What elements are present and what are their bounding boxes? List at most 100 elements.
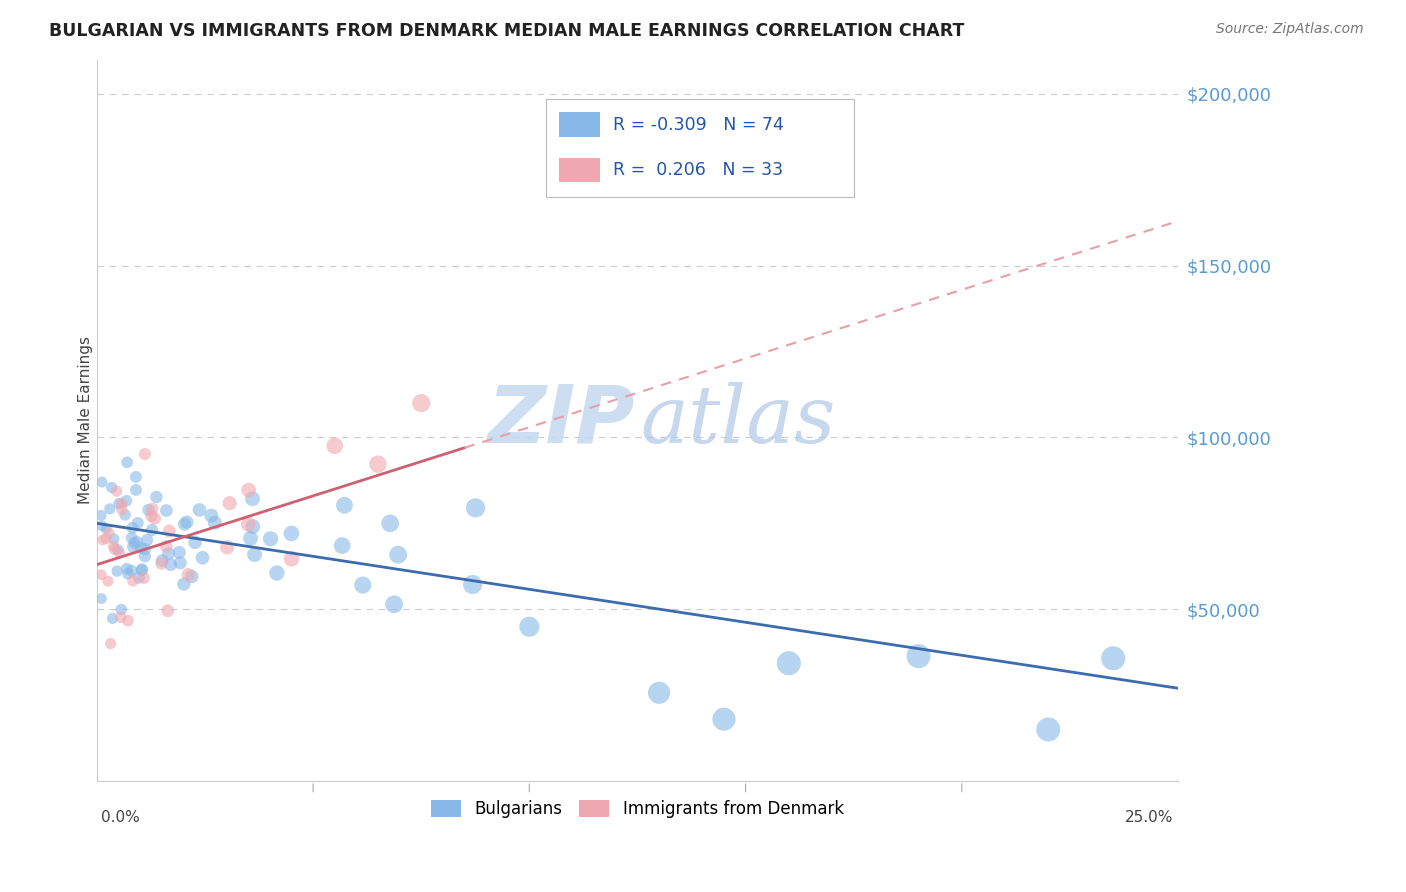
Point <box>115 561 138 575</box>
Point <box>259 532 281 546</box>
Point <box>180 569 202 583</box>
Point <box>111 502 134 516</box>
Point <box>98 501 121 516</box>
Point <box>90 518 112 533</box>
Point <box>173 517 195 532</box>
Point <box>266 566 288 580</box>
Text: ZIP: ZIP <box>486 381 634 459</box>
Point <box>103 540 125 554</box>
Point <box>155 503 177 517</box>
Point <box>97 526 120 541</box>
Point <box>105 484 128 499</box>
Point <box>122 574 145 588</box>
Point <box>141 508 163 523</box>
Point <box>173 577 195 591</box>
Point <box>169 556 191 570</box>
Point <box>120 564 142 578</box>
Point <box>188 503 211 517</box>
Point <box>280 526 302 541</box>
Text: 25.0%: 25.0% <box>1125 810 1174 825</box>
Point <box>184 535 207 549</box>
Point <box>411 396 433 410</box>
FancyBboxPatch shape <box>558 158 599 182</box>
Point <box>155 540 177 554</box>
Point <box>110 497 132 511</box>
Text: R =  0.206   N = 33: R = 0.206 N = 33 <box>613 161 783 179</box>
Point <box>131 562 153 576</box>
Point <box>108 546 131 560</box>
Point <box>1038 723 1060 737</box>
Text: atlas: atlas <box>641 382 837 459</box>
Point <box>100 481 122 495</box>
Point <box>129 541 152 555</box>
Point <box>121 531 143 545</box>
Point <box>157 547 180 561</box>
Point <box>117 566 139 581</box>
Point <box>367 457 389 471</box>
Point <box>157 524 180 538</box>
Point <box>122 540 145 554</box>
Point <box>125 470 148 484</box>
Point <box>134 542 156 557</box>
Point <box>323 439 346 453</box>
Point <box>150 553 173 567</box>
Point <box>461 577 484 591</box>
Point <box>124 536 146 550</box>
Point <box>1102 651 1125 665</box>
Point <box>378 516 401 531</box>
Point <box>382 597 405 611</box>
Point <box>110 602 132 616</box>
Point <box>217 541 239 555</box>
Y-axis label: Median Male Earnings: Median Male Earnings <box>79 336 93 504</box>
Point <box>156 604 179 618</box>
Text: 0.0%: 0.0% <box>101 810 141 825</box>
Point <box>90 508 112 523</box>
Point <box>138 503 160 517</box>
Point <box>387 548 409 562</box>
Point <box>103 532 125 546</box>
Point <box>127 516 149 530</box>
Legend: Bulgarians, Immigrants from Denmark: Bulgarians, Immigrants from Denmark <box>425 793 851 824</box>
Point <box>114 508 136 522</box>
FancyBboxPatch shape <box>558 112 599 136</box>
Point <box>94 522 117 536</box>
Point <box>778 657 800 671</box>
Point <box>125 534 148 549</box>
Point <box>145 490 167 504</box>
Text: Source: ZipAtlas.com: Source: ZipAtlas.com <box>1216 22 1364 37</box>
Point <box>94 532 117 546</box>
Point <box>238 517 260 532</box>
Point <box>176 515 198 529</box>
Point <box>107 542 129 557</box>
Point <box>103 542 125 557</box>
Point <box>243 548 266 562</box>
Point <box>108 497 131 511</box>
Point <box>134 549 156 564</box>
Point <box>110 610 132 624</box>
Point <box>200 508 222 523</box>
Point <box>136 533 159 548</box>
Point <box>125 483 148 497</box>
Point <box>131 563 153 577</box>
Point <box>169 545 191 559</box>
Point <box>90 591 112 606</box>
Point <box>648 686 671 700</box>
Point <box>150 557 173 571</box>
Point <box>101 611 124 625</box>
Point <box>204 516 226 530</box>
Point <box>141 523 163 537</box>
FancyBboxPatch shape <box>546 99 853 196</box>
Point <box>121 521 143 535</box>
Point <box>218 496 240 510</box>
Point <box>177 567 200 582</box>
Point <box>115 493 138 508</box>
Point <box>333 498 356 512</box>
Point <box>907 649 929 664</box>
Point <box>191 550 214 565</box>
Point <box>132 571 155 585</box>
Point <box>242 519 264 533</box>
Point <box>105 564 128 578</box>
Point <box>242 491 264 506</box>
Point <box>128 571 150 585</box>
Point <box>97 574 120 589</box>
